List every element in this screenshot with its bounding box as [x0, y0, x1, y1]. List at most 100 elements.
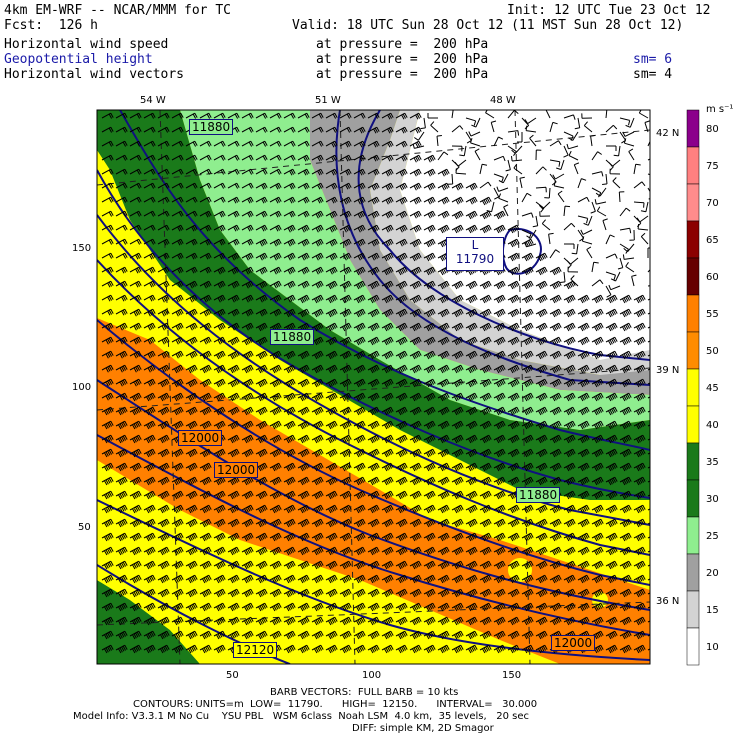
wind-barb — [591, 616, 604, 626]
wind-barb — [311, 308, 324, 318]
wind-barb — [227, 140, 240, 147]
wind-barb — [511, 156, 523, 162]
wind-barb — [437, 406, 450, 416]
wind-barb — [420, 117, 426, 130]
wind-barb — [311, 280, 324, 289]
wind-barb — [199, 560, 212, 570]
wind-barb — [255, 392, 268, 402]
wind-barb — [591, 462, 604, 472]
wind-barb — [199, 644, 212, 654]
wind-barb — [353, 350, 366, 360]
wind-barb — [227, 266, 240, 275]
wind-barb — [381, 364, 394, 374]
wind-barb — [521, 518, 534, 528]
wind-barb — [325, 462, 338, 472]
wind-barb — [283, 252, 296, 261]
wind-barb — [367, 252, 380, 261]
wind-barb — [325, 630, 338, 640]
wind-barb — [115, 196, 128, 203]
wind-barb — [437, 168, 450, 177]
wind-barb — [549, 504, 562, 514]
wind-barb — [521, 406, 534, 416]
wind-barb — [647, 140, 650, 147]
wind-barb — [549, 378, 562, 388]
wind-barb — [619, 616, 632, 626]
wind-barb — [437, 364, 450, 374]
wind-barb — [157, 406, 170, 416]
wind-barb — [171, 476, 184, 486]
wind-barb — [171, 644, 184, 654]
wind-barb — [367, 462, 380, 472]
wind-barb — [595, 187, 607, 197]
wind-barb — [339, 560, 352, 570]
wind-barb — [633, 364, 646, 374]
wind-barb — [115, 252, 128, 259]
wind-barb — [605, 574, 618, 584]
wind-speed-shading — [97, 110, 650, 664]
wind-barb — [577, 336, 590, 346]
wind-barb — [353, 266, 366, 276]
wind-barb — [157, 322, 170, 331]
wind-barb — [395, 448, 408, 458]
wind-barb — [409, 126, 422, 134]
wind-barb — [227, 602, 240, 612]
wind-barb — [269, 252, 282, 261]
wind-barb — [297, 462, 310, 472]
wind-barb — [633, 504, 646, 514]
wind-barb — [283, 378, 296, 388]
wind-barb — [539, 211, 551, 217]
wind-barb — [283, 560, 296, 570]
wind-barb — [563, 532, 576, 542]
wind-barb — [325, 504, 338, 514]
wind-barb — [395, 490, 408, 500]
wind-barb — [199, 602, 212, 612]
wind-barb — [367, 336, 380, 346]
wind-barb — [129, 476, 142, 486]
wind-barb — [129, 140, 142, 147]
wind-barb — [619, 294, 632, 304]
wind-barb — [213, 588, 226, 598]
lat-label: 39 N — [656, 365, 680, 376]
wind-barb — [479, 196, 492, 206]
wind-barb — [367, 112, 380, 119]
colorbar-swatch — [686, 368, 700, 407]
wind-barb — [591, 420, 604, 430]
wind-barb — [521, 294, 534, 304]
wind-barb — [115, 336, 128, 345]
wind-barb — [101, 350, 114, 359]
wind-barb — [552, 173, 565, 180]
wind-barb — [633, 476, 646, 486]
wind-barb — [157, 560, 170, 570]
wind-barb — [395, 616, 408, 626]
wind-barb — [409, 490, 422, 500]
wind-barb — [535, 546, 548, 556]
wind-barb — [521, 238, 534, 248]
wind-barb — [549, 350, 562, 360]
wind-barb — [129, 490, 142, 500]
wind-barb — [297, 224, 310, 233]
wind-barb — [339, 336, 352, 346]
wind-barb — [451, 532, 464, 542]
wind-barb — [521, 434, 534, 444]
wind-barb — [633, 490, 646, 500]
wind-barb — [185, 476, 198, 486]
wind-barb — [129, 378, 142, 387]
wind-barb — [143, 126, 156, 133]
wind-barb — [437, 210, 450, 219]
wind-barb — [171, 504, 184, 514]
wind-barb — [479, 350, 492, 360]
wind-barb — [129, 406, 142, 416]
wind-barb — [535, 378, 548, 388]
wind-barb — [493, 504, 506, 514]
wind-barb — [339, 182, 352, 190]
wind-barb — [227, 392, 240, 402]
wind-barb — [143, 112, 156, 119]
wind-barb — [157, 588, 170, 598]
wind-barb — [269, 434, 282, 444]
wind-barb — [633, 588, 646, 598]
wind-barb — [535, 392, 548, 402]
wind-barb — [157, 168, 170, 175]
colorbar-swatch — [686, 220, 700, 259]
wind-barb — [325, 308, 338, 318]
wind-barb — [353, 182, 366, 190]
